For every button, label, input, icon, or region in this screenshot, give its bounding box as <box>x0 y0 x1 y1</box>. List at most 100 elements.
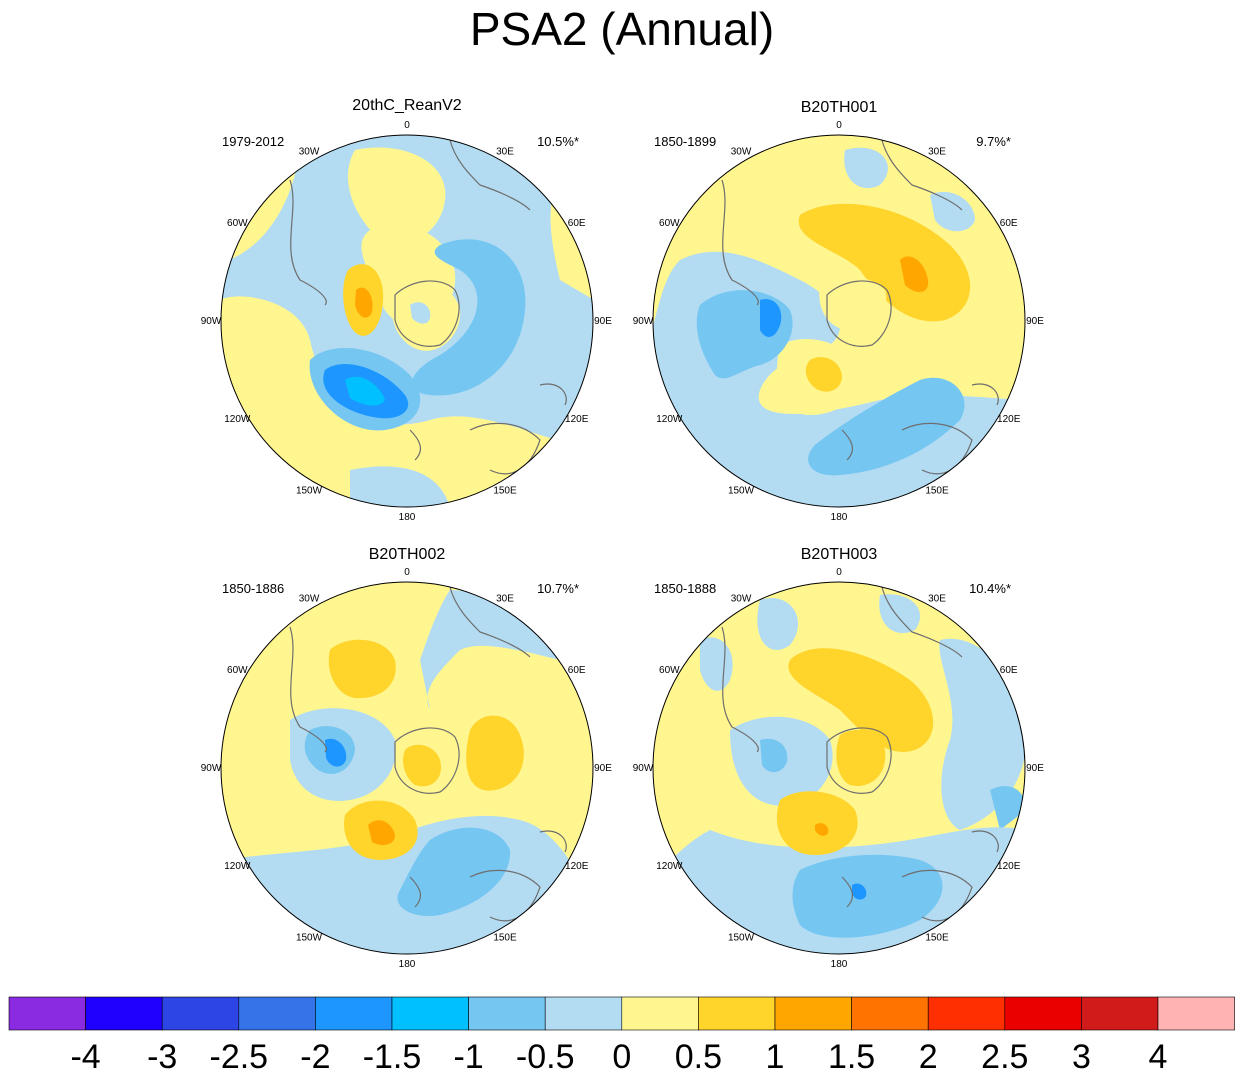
longitude-label: 180 <box>399 512 416 523</box>
longitude-label: 60E <box>568 665 586 676</box>
colorbar-swatch <box>544 996 623 1031</box>
longitude-label: 30E <box>928 146 946 157</box>
longitude-label: 60W <box>659 665 680 676</box>
longitude-label: 0 <box>836 120 842 131</box>
colorbar-swatch <box>8 996 86 1031</box>
longitude-label: 150E <box>925 933 949 944</box>
longitude-label: 30W <box>299 593 320 604</box>
coastlines <box>289 586 567 922</box>
longitude-label: 60E <box>568 218 586 229</box>
longitude-label: 150W <box>296 486 323 497</box>
longitude-label: 150E <box>493 933 517 944</box>
colorbar-label: 1 <box>766 1038 785 1076</box>
map-frame <box>652 581 1026 955</box>
colorbar-label: -2 <box>300 1038 330 1076</box>
longitude-label: 180 <box>831 512 848 523</box>
colorbar-label: 0 <box>612 1038 631 1076</box>
colorbar-label: 4 <box>1149 1038 1168 1076</box>
longitude-labels: 0 30E 60E 90E 120E 150E 180 150W 120W 90W 60W 30W <box>633 567 1045 970</box>
colorbar-swatch <box>1081 996 1159 1031</box>
longitude-label: 60W <box>227 218 248 229</box>
panel-percent: 9.7%* <box>976 134 1011 149</box>
colorbar-label: 0.5 <box>675 1038 722 1076</box>
longitude-label: 180 <box>399 959 416 970</box>
longitude-label: 30E <box>496 146 514 157</box>
longitude-label: 90E <box>1026 316 1044 327</box>
panel-period: 1850-1888 <box>654 581 716 596</box>
coastlines <box>721 139 999 475</box>
longitude-label: 150E <box>925 486 949 497</box>
panel-title: B20TH002 <box>369 546 446 563</box>
longitude-label: 90E <box>594 316 612 327</box>
colorbar-swatch <box>238 996 316 1031</box>
colorbar-label: 3 <box>1072 1038 1091 1076</box>
panel-4: B20TH003 1850-1888 10.4%* <box>633 546 1045 970</box>
colorbar-labels: -4 -3 -2.5 -2 -1.5 -1 -0.5 0 0.5 1 1.5 2 2.5 3 4 <box>70 1038 1167 1076</box>
longitude-label: 90W <box>633 316 654 327</box>
colorbar-swatch <box>851 996 929 1031</box>
contour-field <box>653 135 1025 507</box>
longitude-label: 30W <box>731 146 752 157</box>
longitude-label: 150W <box>296 933 323 944</box>
map-frame <box>220 134 594 508</box>
longitude-label: 120E <box>565 414 589 425</box>
colorbar <box>8 996 1235 1031</box>
longitude-label: 90W <box>201 316 222 327</box>
colorbar-swatch <box>468 996 546 1031</box>
longitude-label: 30W <box>299 146 320 157</box>
longitude-label: 0 <box>404 567 410 578</box>
longitude-labels: 0 30E 60E 90E 120E 150E 180 150W 120W 90W 60W 30W <box>633 120 1045 523</box>
panel-period: 1850-1886 <box>222 581 284 596</box>
panel-percent: 10.4%* <box>969 581 1011 596</box>
longitude-label: 60E <box>1000 665 1018 676</box>
colorbar-label: 2.5 <box>981 1038 1028 1076</box>
colorbar-swatch <box>391 996 469 1031</box>
longitude-label: 90E <box>594 763 612 774</box>
colorbar-swatch <box>927 996 1006 1031</box>
longitude-label: 180 <box>831 959 848 970</box>
colorbar-swatch <box>698 996 776 1031</box>
panel-period: 1979-2012 <box>222 134 284 149</box>
map-frame <box>220 581 594 955</box>
colorbar-label: -1 <box>453 1038 483 1076</box>
panel-percent: 10.5%* <box>537 134 579 149</box>
longitude-label: 60W <box>659 218 680 229</box>
colorbar-label: -0.5 <box>516 1038 575 1076</box>
contour-field <box>653 582 1025 954</box>
longitude-label: 90E <box>1026 763 1044 774</box>
map-frame <box>652 134 1026 508</box>
longitude-label: 30E <box>928 593 946 604</box>
colorbar-label: -1.5 <box>363 1038 422 1076</box>
colorbar-label: 1.5 <box>828 1038 875 1076</box>
coastlines <box>721 586 999 922</box>
longitude-label: 30W <box>731 593 752 604</box>
longitude-label: 120W <box>224 861 251 872</box>
longitude-label: 150E <box>493 486 517 497</box>
contour-field <box>221 582 593 954</box>
colorbar-swatch <box>1157 996 1235 1031</box>
colorbar-label: -3 <box>147 1038 177 1076</box>
longitude-label: 150W <box>728 486 755 497</box>
panel-title: B20TH001 <box>801 99 878 116</box>
colorbar-swatch <box>1004 996 1082 1031</box>
panel-period: 1850-1899 <box>654 134 716 149</box>
colorbar-swatch <box>774 996 852 1031</box>
colorbar-label: -2.5 <box>210 1038 269 1076</box>
colorbar-swatch <box>85 996 163 1031</box>
panel-title: B20TH003 <box>801 546 878 563</box>
panel-1: 20thC_ReanV2 1979-2012 10.5%* <box>201 97 613 523</box>
panel-title: 20thC_ReanV2 <box>352 97 462 114</box>
longitude-label: 120E <box>997 861 1021 872</box>
longitude-label: 120E <box>565 861 589 872</box>
longitude-label: 60E <box>1000 218 1018 229</box>
longitude-label: 120W <box>224 414 251 425</box>
longitude-label: 0 <box>836 567 842 578</box>
colorbar-swatch <box>315 996 393 1031</box>
longitude-label: 90W <box>201 763 222 774</box>
longitude-label: 0 <box>404 120 410 131</box>
colorbar-swatch <box>621 996 699 1031</box>
longitude-label: 120W <box>656 414 683 425</box>
